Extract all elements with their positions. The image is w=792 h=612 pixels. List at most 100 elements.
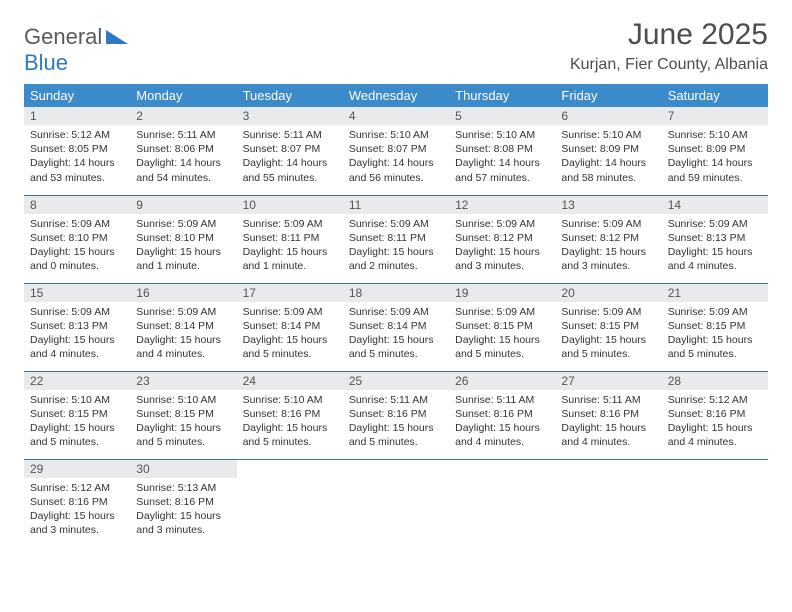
day-number: 4 xyxy=(343,107,449,125)
logo-text-blue: Blue xyxy=(24,50,68,75)
weekday-header: Wednesday xyxy=(343,84,449,107)
sunrise-text: Sunrise: 5:09 AM xyxy=(668,217,762,231)
calendar-week-row: 29Sunrise: 5:12 AMSunset: 8:16 PMDayligh… xyxy=(24,459,768,547)
day-number: 7 xyxy=(662,107,768,125)
calendar-day-cell: 14Sunrise: 5:09 AMSunset: 8:13 PMDayligh… xyxy=(662,195,768,283)
sunrise-text: Sunrise: 5:09 AM xyxy=(136,217,230,231)
daylight-text: Daylight: 15 hours and 5 minutes. xyxy=(455,333,549,361)
calendar-day-cell: 11Sunrise: 5:09 AMSunset: 8:11 PMDayligh… xyxy=(343,195,449,283)
day-info: Sunrise: 5:09 AMSunset: 8:10 PMDaylight:… xyxy=(130,214,236,278)
day-info: Sunrise: 5:10 AMSunset: 8:09 PMDaylight:… xyxy=(662,125,768,189)
sunset-text: Sunset: 8:08 PM xyxy=(455,142,549,156)
sunset-text: Sunset: 8:14 PM xyxy=(243,319,337,333)
calendar-day-cell: 17Sunrise: 5:09 AMSunset: 8:14 PMDayligh… xyxy=(237,283,343,371)
sunset-text: Sunset: 8:16 PM xyxy=(349,407,443,421)
calendar-day-cell: 30Sunrise: 5:13 AMSunset: 8:16 PMDayligh… xyxy=(130,459,236,547)
day-number: 17 xyxy=(237,284,343,302)
day-number: 30 xyxy=(130,460,236,478)
sunset-text: Sunset: 8:12 PM xyxy=(455,231,549,245)
sunrise-text: Sunrise: 5:11 AM xyxy=(136,128,230,142)
day-info: Sunrise: 5:10 AMSunset: 8:16 PMDaylight:… xyxy=(237,390,343,454)
day-number: 28 xyxy=(662,372,768,390)
sunrise-text: Sunrise: 5:10 AM xyxy=(349,128,443,142)
day-info: Sunrise: 5:11 AMSunset: 8:16 PMDaylight:… xyxy=(555,390,661,454)
calendar-day-cell: 12Sunrise: 5:09 AMSunset: 8:12 PMDayligh… xyxy=(449,195,555,283)
daylight-text: Daylight: 14 hours and 58 minutes. xyxy=(561,156,655,184)
daylight-text: Daylight: 15 hours and 1 minute. xyxy=(243,245,337,273)
daylight-text: Daylight: 14 hours and 56 minutes. xyxy=(349,156,443,184)
calendar-day-cell: 19Sunrise: 5:09 AMSunset: 8:15 PMDayligh… xyxy=(449,283,555,371)
day-info: Sunrise: 5:10 AMSunset: 8:15 PMDaylight:… xyxy=(130,390,236,454)
sunset-text: Sunset: 8:06 PM xyxy=(136,142,230,156)
calendar-day-cell xyxy=(237,459,343,547)
day-info: Sunrise: 5:11 AMSunset: 8:07 PMDaylight:… xyxy=(237,125,343,189)
day-number: 16 xyxy=(130,284,236,302)
day-info: Sunrise: 5:09 AMSunset: 8:10 PMDaylight:… xyxy=(24,214,130,278)
calendar-table: Sunday Monday Tuesday Wednesday Thursday… xyxy=(24,84,768,547)
sunset-text: Sunset: 8:13 PM xyxy=(30,319,124,333)
daylight-text: Daylight: 14 hours and 57 minutes. xyxy=(455,156,549,184)
sunrise-text: Sunrise: 5:09 AM xyxy=(455,217,549,231)
day-number: 6 xyxy=(555,107,661,125)
day-info: Sunrise: 5:09 AMSunset: 8:13 PMDaylight:… xyxy=(662,214,768,278)
daylight-text: Daylight: 15 hours and 4 minutes. xyxy=(30,333,124,361)
calendar-week-row: 15Sunrise: 5:09 AMSunset: 8:13 PMDayligh… xyxy=(24,283,768,371)
calendar-day-cell: 22Sunrise: 5:10 AMSunset: 8:15 PMDayligh… xyxy=(24,371,130,459)
day-number: 8 xyxy=(24,196,130,214)
calendar-day-cell: 28Sunrise: 5:12 AMSunset: 8:16 PMDayligh… xyxy=(662,371,768,459)
sunrise-text: Sunrise: 5:09 AM xyxy=(561,305,655,319)
calendar-day-cell xyxy=(343,459,449,547)
weekday-header: Monday xyxy=(130,84,236,107)
daylight-text: Daylight: 15 hours and 5 minutes. xyxy=(243,421,337,449)
sunset-text: Sunset: 8:16 PM xyxy=(243,407,337,421)
daylight-text: Daylight: 14 hours and 53 minutes. xyxy=(30,156,124,184)
sunset-text: Sunset: 8:05 PM xyxy=(30,142,124,156)
day-number: 29 xyxy=(24,460,130,478)
daylight-text: Daylight: 15 hours and 4 minutes. xyxy=(668,421,762,449)
day-number: 22 xyxy=(24,372,130,390)
calendar-day-cell: 15Sunrise: 5:09 AMSunset: 8:13 PMDayligh… xyxy=(24,283,130,371)
daylight-text: Daylight: 15 hours and 5 minutes. xyxy=(668,333,762,361)
day-info: Sunrise: 5:12 AMSunset: 8:05 PMDaylight:… xyxy=(24,125,130,189)
day-info: Sunrise: 5:09 AMSunset: 8:14 PMDaylight:… xyxy=(343,302,449,366)
daylight-text: Daylight: 14 hours and 54 minutes. xyxy=(136,156,230,184)
day-info: Sunrise: 5:09 AMSunset: 8:15 PMDaylight:… xyxy=(449,302,555,366)
day-number: 19 xyxy=(449,284,555,302)
sunset-text: Sunset: 8:15 PM xyxy=(30,407,124,421)
day-number: 13 xyxy=(555,196,661,214)
calendar-body: 1Sunrise: 5:12 AMSunset: 8:05 PMDaylight… xyxy=(24,107,768,547)
calendar-day-cell: 21Sunrise: 5:09 AMSunset: 8:15 PMDayligh… xyxy=(662,283,768,371)
calendar-day-cell: 8Sunrise: 5:09 AMSunset: 8:10 PMDaylight… xyxy=(24,195,130,283)
sunrise-text: Sunrise: 5:11 AM xyxy=(349,393,443,407)
sunrise-text: Sunrise: 5:10 AM xyxy=(561,128,655,142)
day-number: 27 xyxy=(555,372,661,390)
calendar-day-cell: 6Sunrise: 5:10 AMSunset: 8:09 PMDaylight… xyxy=(555,107,661,195)
day-info: Sunrise: 5:09 AMSunset: 8:13 PMDaylight:… xyxy=(24,302,130,366)
day-info: Sunrise: 5:09 AMSunset: 8:11 PMDaylight:… xyxy=(343,214,449,278)
day-info: Sunrise: 5:12 AMSunset: 8:16 PMDaylight:… xyxy=(662,390,768,454)
sunset-text: Sunset: 8:10 PM xyxy=(136,231,230,245)
sunset-text: Sunset: 8:10 PM xyxy=(30,231,124,245)
day-number: 21 xyxy=(662,284,768,302)
sunrise-text: Sunrise: 5:11 AM xyxy=(455,393,549,407)
sunset-text: Sunset: 8:14 PM xyxy=(349,319,443,333)
sunset-text: Sunset: 8:15 PM xyxy=(136,407,230,421)
daylight-text: Daylight: 15 hours and 5 minutes. xyxy=(349,333,443,361)
sunset-text: Sunset: 8:15 PM xyxy=(455,319,549,333)
calendar-day-cell: 23Sunrise: 5:10 AMSunset: 8:15 PMDayligh… xyxy=(130,371,236,459)
sunset-text: Sunset: 8:15 PM xyxy=(668,319,762,333)
sunrise-text: Sunrise: 5:12 AM xyxy=(30,128,124,142)
daylight-text: Daylight: 15 hours and 5 minutes. xyxy=(561,333,655,361)
calendar-day-cell: 27Sunrise: 5:11 AMSunset: 8:16 PMDayligh… xyxy=(555,371,661,459)
sunset-text: Sunset: 8:09 PM xyxy=(668,142,762,156)
daylight-text: Daylight: 15 hours and 4 minutes. xyxy=(668,245,762,273)
day-info: Sunrise: 5:10 AMSunset: 8:09 PMDaylight:… xyxy=(555,125,661,189)
day-number: 20 xyxy=(555,284,661,302)
daylight-text: Daylight: 15 hours and 3 minutes. xyxy=(561,245,655,273)
sunrise-text: Sunrise: 5:09 AM xyxy=(455,305,549,319)
day-number: 15 xyxy=(24,284,130,302)
calendar-week-row: 8Sunrise: 5:09 AMSunset: 8:10 PMDaylight… xyxy=(24,195,768,283)
sunset-text: Sunset: 8:13 PM xyxy=(668,231,762,245)
sunrise-text: Sunrise: 5:10 AM xyxy=(455,128,549,142)
sunrise-text: Sunrise: 5:11 AM xyxy=(243,128,337,142)
